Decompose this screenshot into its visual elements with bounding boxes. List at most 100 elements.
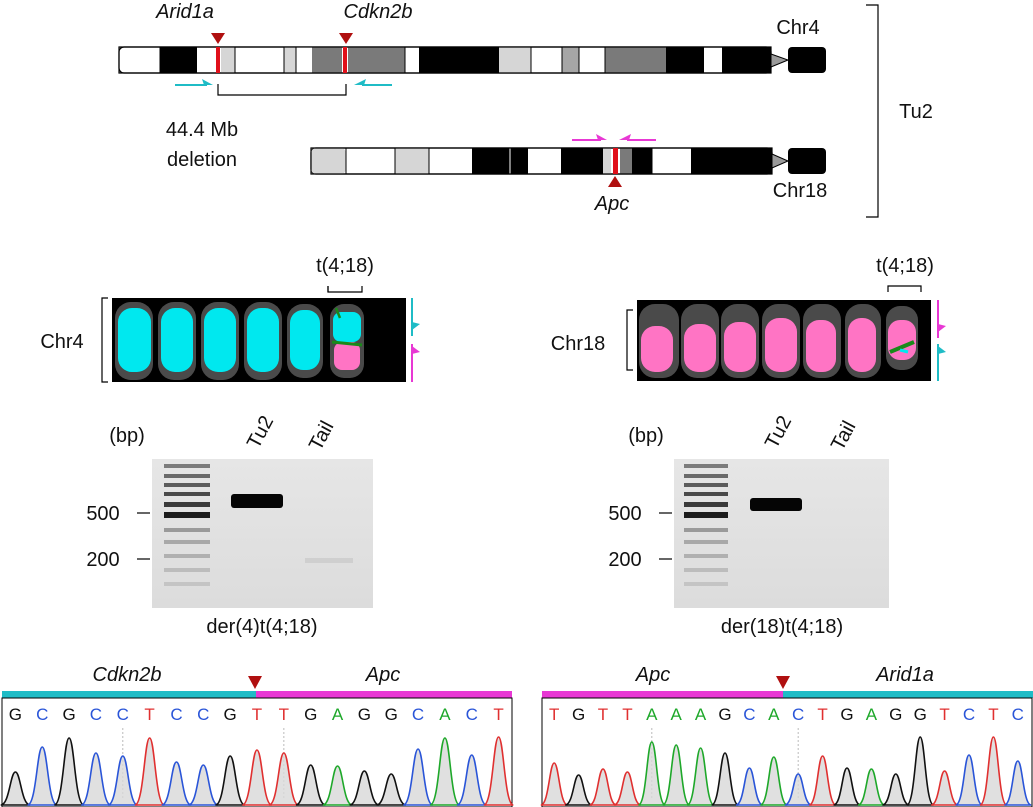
fish-left-t-bracket xyxy=(327,286,363,293)
chr4-ideogram xyxy=(118,46,826,74)
base-call: G xyxy=(385,705,398,724)
gel-left-caption: der(4)t(4;18) xyxy=(206,616,317,638)
base-call: G xyxy=(840,705,853,724)
fish-left-translocation-label: t(4;18) xyxy=(316,255,374,277)
peak xyxy=(906,736,935,806)
gene-label-cdkn2b: Cdkn2b xyxy=(344,1,413,23)
gel-left-marker-500: 500 xyxy=(86,503,119,525)
fish-right-t-bracket xyxy=(887,285,922,292)
base-call: C xyxy=(1012,705,1024,724)
base-call: C xyxy=(170,705,182,724)
peak xyxy=(134,737,166,806)
fish-right-translocation-label: t(4;18) xyxy=(876,255,934,277)
peak xyxy=(784,773,812,806)
chr18-label: Chr18 xyxy=(773,180,827,202)
peak xyxy=(322,765,353,806)
peak xyxy=(589,768,617,806)
base-call: A xyxy=(866,705,878,724)
peak xyxy=(1003,760,1032,806)
peak xyxy=(564,774,593,806)
peak xyxy=(808,755,837,806)
base-call: C xyxy=(117,705,129,724)
chr4-breakpoint-markers xyxy=(211,33,353,44)
fish-right-probe-arrows xyxy=(937,300,946,381)
gel-right-caption: der(18)t(4;18) xyxy=(721,616,843,638)
gel-left-marker-200: 200 xyxy=(86,549,119,571)
base-call: T xyxy=(493,705,503,724)
base-call: A xyxy=(439,705,451,724)
gel-left-lane-tail: Tail xyxy=(305,418,339,455)
peak xyxy=(979,736,1008,806)
base-call: G xyxy=(358,705,371,724)
base-call: G xyxy=(914,705,927,724)
fish-left-panel xyxy=(112,298,406,382)
chromatogram-left-gene-right: Apc xyxy=(365,664,400,686)
chromatogram-right-bar-right xyxy=(783,691,1033,698)
peak xyxy=(402,748,434,806)
base-call: C xyxy=(36,705,48,724)
deletion-size: 44.4 Mb xyxy=(166,119,238,141)
peak xyxy=(540,762,569,806)
chromatogram-left-gene-left: Cdkn2b xyxy=(93,664,162,686)
fish-left-chromosome-label: Chr4 xyxy=(40,331,83,353)
gel-right-marker-500: 500 xyxy=(608,503,641,525)
peak xyxy=(161,761,192,806)
tumor-bracket xyxy=(866,4,879,218)
peak xyxy=(613,771,642,806)
base-call: T xyxy=(988,705,998,724)
peak xyxy=(295,764,326,806)
tumor-label: Tu2 xyxy=(899,101,933,123)
fish-left-bracket xyxy=(101,297,108,383)
base-call: G xyxy=(889,705,902,724)
base-call: G xyxy=(224,705,237,724)
gel-left-lane-tu2: Tu2 xyxy=(243,412,278,452)
base-call: C xyxy=(743,705,755,724)
chr4-primer-arrows xyxy=(175,79,392,86)
base-call: C xyxy=(90,705,102,724)
base-call: A xyxy=(768,705,780,724)
peak xyxy=(80,752,112,806)
chr4-label: Chr4 xyxy=(776,17,819,39)
peak xyxy=(954,754,984,806)
base-call: A xyxy=(695,705,707,724)
peak xyxy=(376,773,407,806)
fish-right-panel xyxy=(637,300,931,381)
peak xyxy=(662,744,691,806)
gel-left xyxy=(152,459,373,608)
fish-right-chromosome-label: Chr18 xyxy=(551,333,605,355)
base-call: T xyxy=(939,705,949,724)
peak xyxy=(27,746,58,806)
base-call: T xyxy=(817,705,827,724)
chromatogram-right-junction-marker xyxy=(776,676,790,689)
peak xyxy=(735,767,764,806)
base-call: A xyxy=(671,705,683,724)
base-call: G xyxy=(62,705,75,724)
peak xyxy=(930,770,959,806)
base-call: T xyxy=(279,705,289,724)
base-call: G xyxy=(572,705,585,724)
fish-right-bracket xyxy=(626,309,633,371)
peak xyxy=(349,770,380,806)
base-call: A xyxy=(646,705,658,724)
peak xyxy=(214,755,246,806)
peak xyxy=(857,768,886,806)
base-call: T xyxy=(549,705,559,724)
gel-right-lane-tail: Tail xyxy=(827,418,861,455)
peak xyxy=(711,752,739,806)
gel-right xyxy=(674,459,889,608)
peak xyxy=(0,771,31,806)
base-call: C xyxy=(792,705,804,724)
base-call: G xyxy=(304,705,317,724)
deletion-word: deletion xyxy=(167,149,237,171)
apc-breakpoint-marker xyxy=(608,176,622,187)
peak xyxy=(188,764,219,806)
base-call: C xyxy=(197,705,209,724)
base-call: A xyxy=(332,705,344,724)
fish-left-probe-arrows xyxy=(411,298,420,382)
chromatogram-right-bar-left xyxy=(542,691,783,698)
peak xyxy=(107,755,138,806)
chromatogram-left-bar-right xyxy=(256,691,512,698)
base-call: T xyxy=(622,705,632,724)
